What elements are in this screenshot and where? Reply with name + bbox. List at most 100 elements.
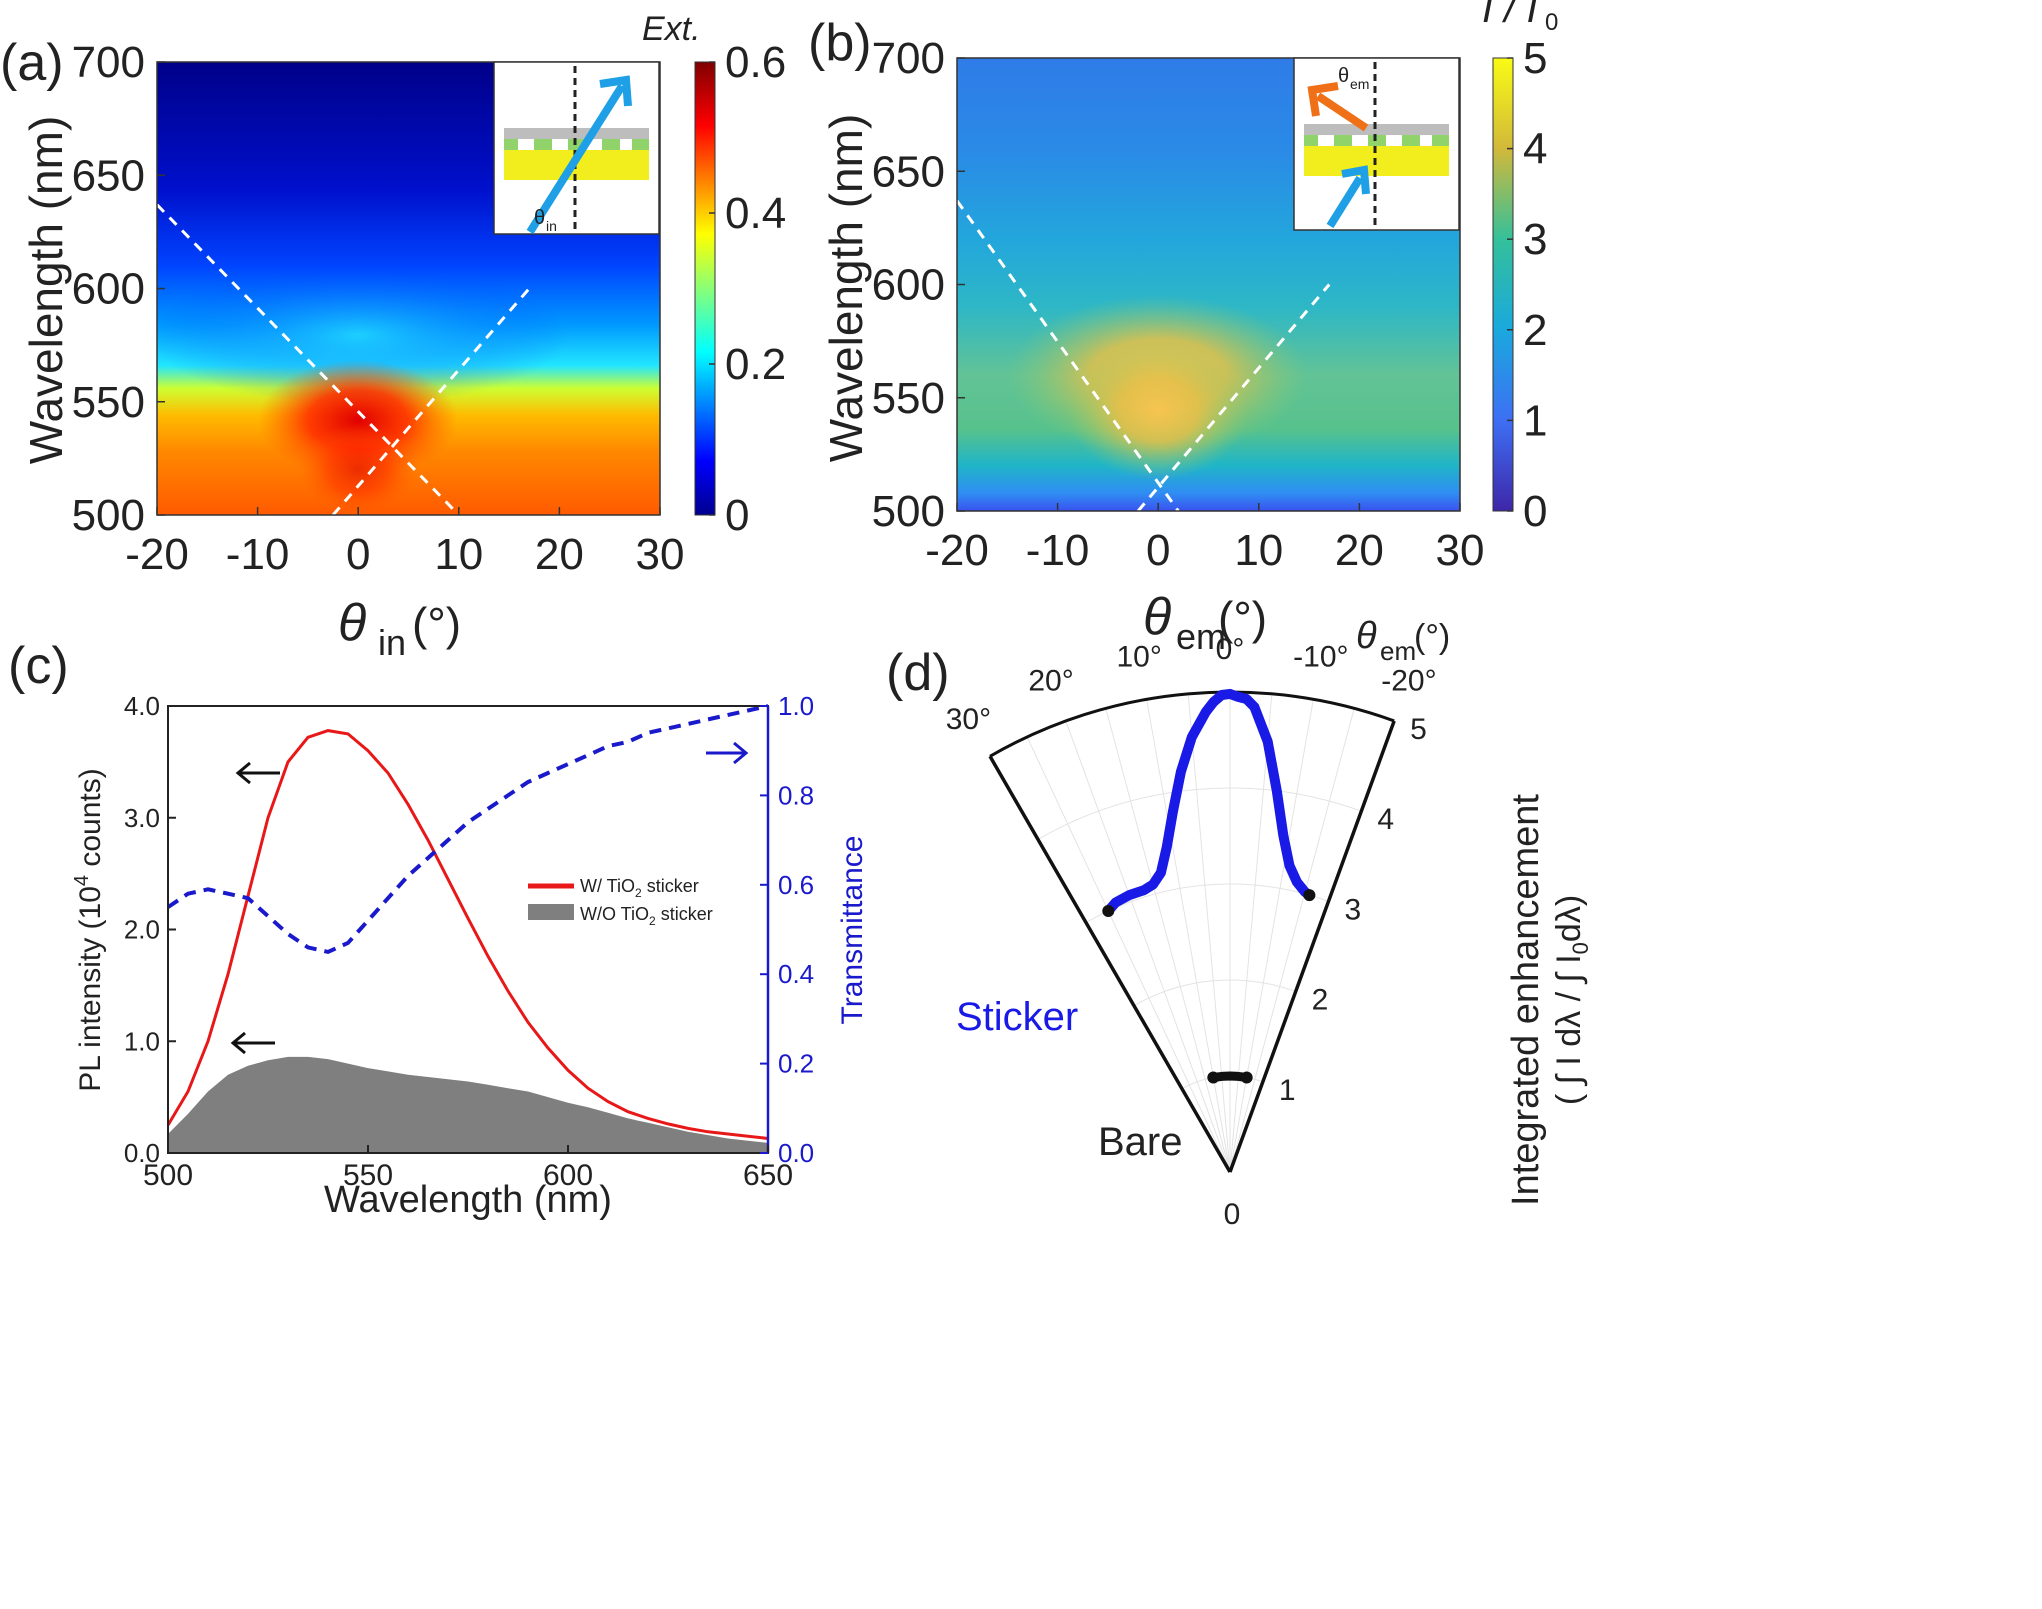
curve-endpoint [1240, 1071, 1253, 1084]
outer-arc [989, 690, 1395, 758]
panel-a-xlabel-unit: (°) [412, 598, 461, 650]
y-tick-label: 500 [72, 491, 145, 540]
panel-b-ylabel: Wavelength (nm) [820, 114, 872, 463]
panel-d-bare-label: Bare [1098, 1120, 1183, 1164]
y-right-tick-label: 0.4 [778, 959, 814, 989]
panel-c-ylabel-right: Transmittance [836, 836, 869, 1025]
angle-tick-label: -20° [1381, 664, 1436, 697]
svg-text:W/O TiO2 sticker: W/O TiO2 sticker [580, 904, 713, 928]
panel-a-inset-label: θ [534, 207, 545, 229]
panel-d-axis-title-symbol: θ [1356, 615, 1377, 657]
legend-end-without-sticker: sticker [656, 904, 713, 924]
series-with-sticker-line [166, 729, 769, 1140]
angular-grid-line [1229, 708, 1355, 1173]
svg-text:PL intensity (104 counts): PL intensity (104 counts) [71, 768, 107, 1092]
svg-text:( ∫ I dλ / ∫ I0dλ): ( ∫ I dλ / ∫ I0dλ) [1550, 895, 1593, 1105]
angular-grid-line [1065, 720, 1231, 1173]
y-right-tick-label: 0.0 [778, 1138, 814, 1168]
x-tick-label: -20 [125, 530, 189, 579]
panel-b-dispersion-lines [955, 199, 1331, 512]
radial-tick-label: 1 [1279, 1074, 1296, 1107]
panel-d-ylabel-line2-end: dλ) [1550, 895, 1588, 942]
panel-a-label: (a) [0, 34, 64, 92]
y-left-tick-label: 3.0 [124, 803, 160, 833]
angle-tick-label: 0° [1216, 633, 1245, 666]
angular-grid-line [1229, 693, 1273, 1173]
right-boundary [1228, 720, 1396, 1173]
y-tick-label: 600 [72, 265, 145, 314]
panel-c-pl-spectra: (c) 500 550 600 6500.01.02.03.04.00.00.20.4… [8, 637, 869, 1221]
y-tick-label: 700 [72, 38, 145, 87]
legend-text-with-sticker: W/ TiO [580, 876, 635, 896]
y-left-tick-label: 0.0 [124, 1138, 160, 1168]
radial-tick-label: 5 [1410, 713, 1427, 746]
panel-c-xlabel: Wavelength (nm) [324, 1179, 612, 1221]
panel-c-ylabel-left-end: counts) [74, 768, 107, 875]
angle-tick-label: 10° [1116, 641, 1161, 674]
panel-d-ylabel: Integrated enhancement ( ∫ I dλ / ∫ I0dλ… [1505, 794, 1593, 1206]
panel-d-polar-plot: (d) 30° 20° 10° 0° -10° -20° 0 1 2 3 4 5 θ em (°) S… [886, 615, 1593, 1231]
panel-b-xlabel-unit: (°) [1218, 592, 1267, 644]
panel-a-xlabel-sub: in [378, 622, 406, 663]
x-tick-label: 30 [636, 530, 685, 579]
curve-endpoint [1207, 1071, 1220, 1084]
panel-d-ylabel-line1: Integrated enhancement [1505, 794, 1547, 1206]
panel-d-data [1102, 688, 1316, 1084]
y-tick-label: 700 [872, 34, 945, 83]
panel-b-inset: θ em [1293, 57, 1460, 231]
panel-a-extinction-map: (a) -20 -10 0 10 20 30 500 550 600 650 700 Wavele… [0, 10, 786, 663]
dispersion-line-1 [155, 203, 460, 517]
angular-grid-line [1187, 693, 1231, 1173]
angle-tick-label: -10° [1293, 641, 1348, 674]
colorbar-tick-label: 0 [725, 491, 749, 540]
colorbar-tick-label: 0.4 [725, 189, 786, 238]
colorbar-tick-label: 1 [1523, 396, 1547, 445]
angular-grid-line [1229, 699, 1314, 1173]
panel-d-ylabel-line2: ( ∫ I dλ / ∫ I [1550, 954, 1588, 1105]
x-tick-label: 650 [743, 1159, 793, 1192]
panel-a-x-ticks: -20 -10 0 10 20 30 [125, 507, 684, 579]
curve-endpoint [1102, 904, 1115, 917]
panel-d-sticker-label: Sticker [956, 995, 1078, 1039]
radial-grid-arc [1037, 787, 1362, 840]
y-left-tick-label: 2.0 [124, 915, 160, 945]
curve-endpoint [1303, 889, 1316, 902]
dispersion-line-2 [1136, 283, 1331, 512]
panel-a-xlabel-symbol: θ [338, 594, 366, 652]
y-left-tick-label: 1.0 [124, 1026, 160, 1056]
panel-c-legend: W/ TiO2 sticker W/O TiO2 sticker [528, 876, 713, 928]
y-right-tick-label: 1.0 [778, 691, 814, 721]
colorbar-tick-label: 2 [1523, 306, 1547, 355]
angle-tick-label: 20° [1028, 664, 1073, 697]
legend-end-with-sticker: sticker [642, 876, 699, 896]
colorbar-tick-label: 0.6 [725, 38, 786, 87]
panel-b-colorbar-title: I / I [1482, 0, 1538, 31]
angle-tick-label: 30° [946, 703, 991, 736]
radial-tick-label: 0 [1224, 1198, 1241, 1231]
y-right-tick-label: 0.2 [778, 1049, 814, 1079]
x-tick-label: 20 [535, 530, 584, 579]
colorbar-tick-label: 5 [1523, 34, 1547, 83]
series-without-sticker-area [168, 1056, 768, 1153]
y-left-tick-label: 4.0 [124, 691, 160, 721]
dispersion-line-2 [331, 287, 531, 516]
radial-tick-label: 4 [1377, 803, 1394, 836]
legend-swatch-without-sticker [528, 904, 574, 920]
x-tick-label: -10 [1026, 526, 1090, 575]
panel-b-heatmap [957, 58, 1460, 511]
colorbar-tick-label: 0.2 [725, 340, 786, 389]
radial-grid-arc [1133, 979, 1296, 1007]
panel-d-ticks: 30° 20° 10° 0° -10° -20° 0 1 2 3 4 5 [946, 633, 1437, 1231]
panel-b-colorbar-title-sub: 0 [1545, 9, 1558, 36]
colorbar-tick-label: 4 [1523, 125, 1547, 174]
panel-b-xlabel-sub: em [1176, 616, 1226, 657]
panel-a-y-ticks: 500 550 600 650 700 [72, 38, 165, 540]
panel-a-ylabel: Wavelength (nm) [20, 116, 72, 465]
panel-a-inset-label-sub: in [546, 218, 557, 234]
x-tick-label: 0 [346, 530, 370, 579]
panel-d-label: (d) [886, 644, 950, 702]
x-tick-label: 10 [1234, 526, 1283, 575]
panel-b-x-ticks: -20 -10 0 10 20 30 [925, 503, 1484, 575]
radial-tick-label: 3 [1345, 893, 1362, 926]
